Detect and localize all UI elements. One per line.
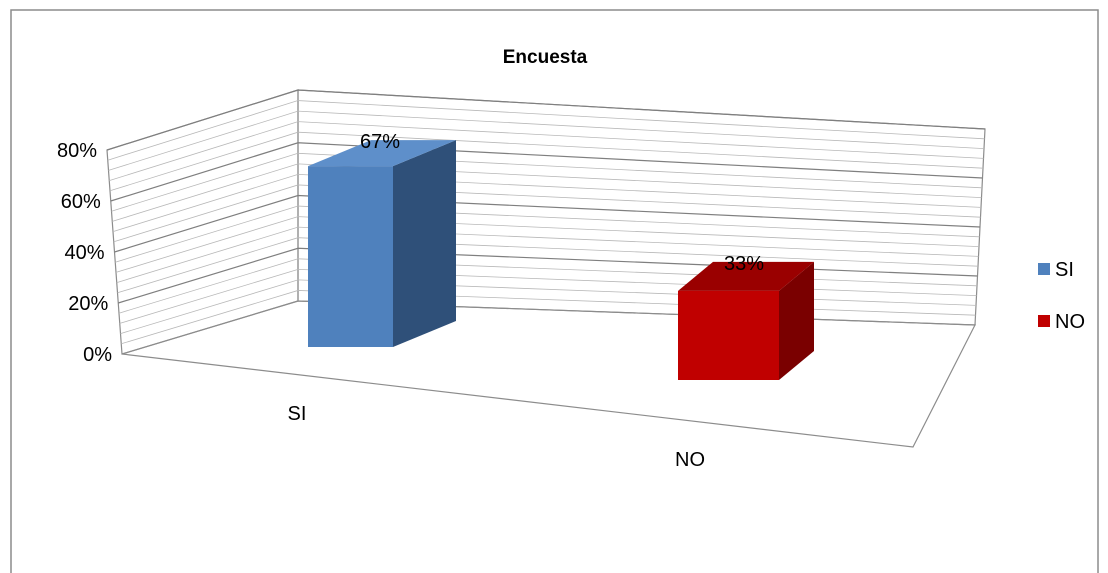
gridline <box>110 142 983 202</box>
bar-front <box>678 290 779 380</box>
gridline <box>106 89 986 151</box>
gridline <box>109 131 984 192</box>
gridline <box>117 237 979 294</box>
bar-top <box>308 140 456 167</box>
gridline <box>112 163 982 222</box>
gridline <box>116 226 979 283</box>
gridline <box>109 121 984 181</box>
gridline <box>114 194 981 253</box>
bar-no: 33% <box>678 253 814 380</box>
y-tick-label: 80% <box>57 140 97 162</box>
gridline <box>112 173 982 232</box>
bar-si: 67% <box>308 131 456 347</box>
legend-label: SI <box>1055 259 1074 281</box>
gridline <box>115 205 980 263</box>
gridline <box>107 100 985 161</box>
y-tick-label: 20% <box>68 293 108 315</box>
legend-swatch <box>1038 263 1050 275</box>
bar-top <box>678 261 814 291</box>
y-tick-label: 40% <box>64 242 104 264</box>
bar-front <box>308 166 393 347</box>
gridline <box>108 110 985 171</box>
y-tick-label: 0% <box>83 344 112 366</box>
gridline <box>111 152 983 212</box>
data-label: 67% <box>360 131 400 153</box>
gridline <box>115 216 980 273</box>
chart-border <box>10 9 1099 573</box>
bar-side <box>779 261 814 380</box>
legend: SI NO <box>1038 259 1085 333</box>
legend-swatch <box>1038 315 1050 327</box>
chart-title: Encuesta <box>503 47 588 68</box>
bar-side <box>393 140 456 347</box>
gridline <box>113 184 981 243</box>
data-label: 33% <box>724 253 764 275</box>
x-category-label: SI <box>288 403 307 425</box>
y-tick-label: 60% <box>61 191 101 213</box>
plot-area: 0% 20% 40% 60% 80% 67% 33% SI NO <box>57 89 986 471</box>
floor <box>121 300 976 448</box>
x-category-label: NO <box>675 449 705 471</box>
legend-label: NO <box>1055 311 1085 333</box>
